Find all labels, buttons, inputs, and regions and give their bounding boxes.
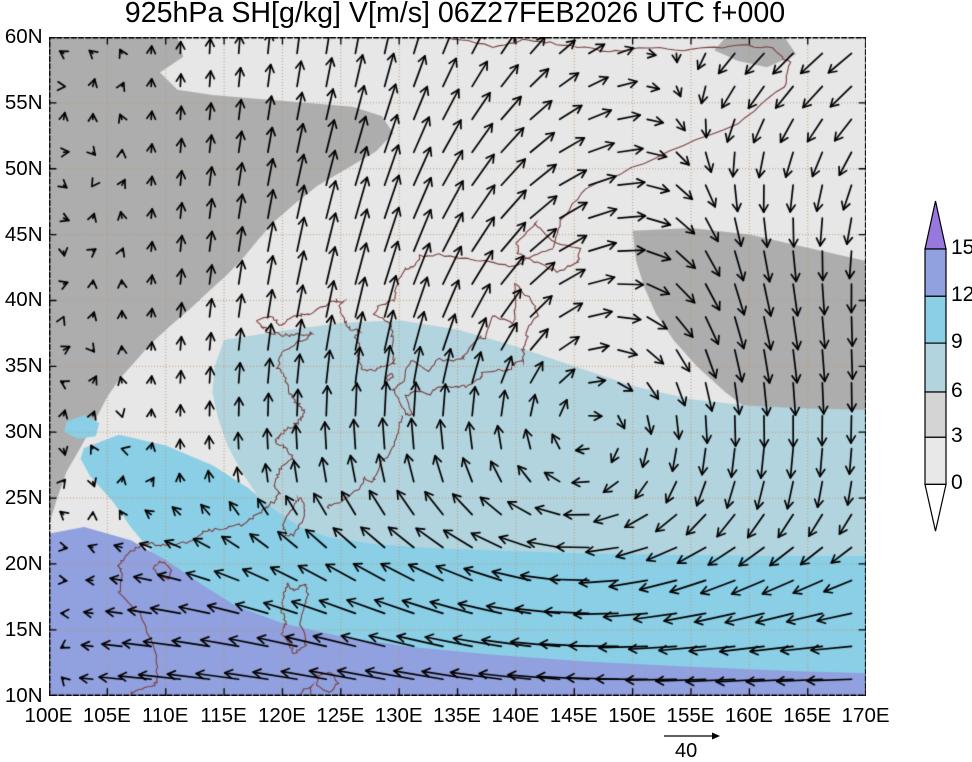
svg-text:9: 9 xyxy=(951,330,963,353)
svg-text:40: 40 xyxy=(675,740,697,762)
svg-text:15: 15 xyxy=(951,236,972,259)
svg-text:12: 12 xyxy=(951,283,972,306)
svg-text:3: 3 xyxy=(951,424,963,447)
svg-text:0: 0 xyxy=(951,471,963,494)
svg-text:6: 6 xyxy=(951,379,963,402)
